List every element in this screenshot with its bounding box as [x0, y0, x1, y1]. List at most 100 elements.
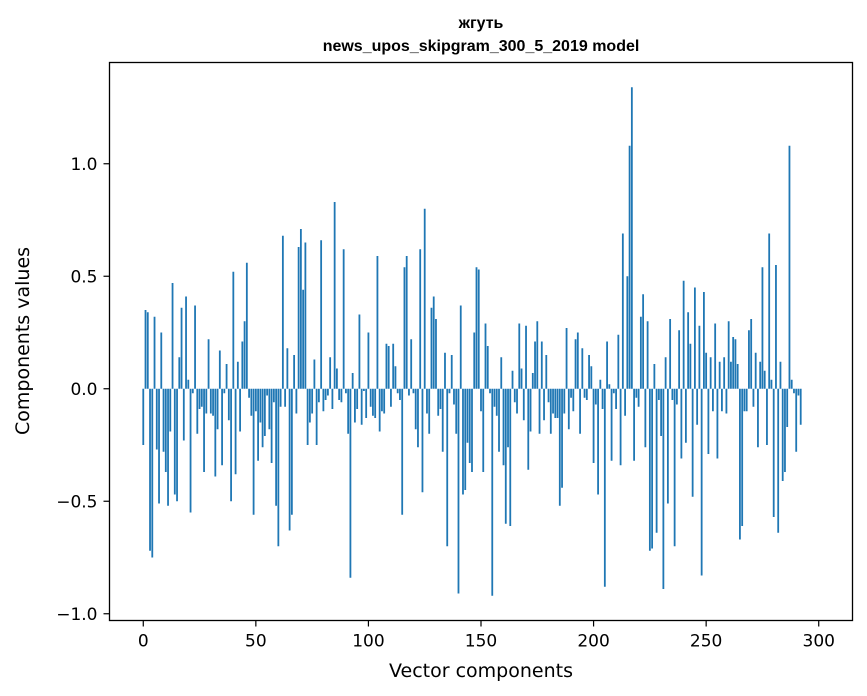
bar-86: [336, 368, 338, 389]
bar-96: [358, 314, 361, 389]
bar-37: [225, 364, 228, 389]
bar-65: [288, 388, 291, 531]
bar-74: [308, 388, 311, 423]
bar-186: [561, 388, 563, 488]
bar-29: [207, 339, 210, 389]
bar-249: [703, 292, 705, 389]
bar-167: [518, 323, 521, 389]
bar-114: [399, 388, 401, 400]
bar-222: [642, 294, 645, 389]
bar-80: [322, 388, 325, 412]
bar-115: [401, 388, 404, 515]
bar-215: [626, 276, 629, 389]
x-tick-label: 100: [352, 632, 384, 652]
bar-87: [338, 388, 341, 400]
bar-284: [781, 388, 784, 481]
bar-196: [583, 388, 586, 398]
chart-title: жгуть: [458, 15, 504, 32]
bar-66: [290, 388, 293, 515]
bar-264: [736, 364, 739, 389]
y-axis-label: Components values: [12, 247, 34, 435]
bar-129: [432, 296, 435, 389]
bar-119: [410, 339, 413, 389]
bar-214: [624, 388, 626, 416]
bar-90: [345, 388, 347, 394]
bar-267: [743, 388, 746, 412]
bar-156: [493, 388, 496, 407]
bar-257: [721, 388, 723, 412]
bar-290: [795, 388, 798, 452]
bar-126: [426, 388, 428, 414]
bar-179: [545, 355, 548, 389]
bar-79: [320, 240, 323, 389]
bar-189: [567, 388, 570, 430]
bar-200: [592, 388, 595, 463]
bar-4: [151, 388, 154, 558]
bar-253: [712, 388, 714, 412]
bar-67: [293, 355, 296, 389]
bar-33: [216, 388, 219, 430]
y-tick-label: 0.0: [70, 380, 97, 400]
bar-244: [691, 388, 694, 497]
bar-207: [608, 384, 611, 389]
bar-23: [194, 305, 196, 389]
bar-188: [565, 328, 568, 389]
bar-192: [574, 339, 577, 389]
bar-50: [254, 388, 257, 412]
bar-162: [507, 388, 509, 448]
bar-89: [342, 249, 345, 389]
bar-12: [169, 388, 172, 432]
bar-48: [250, 388, 253, 416]
bar-268: [745, 388, 748, 412]
bar-272: [754, 352, 757, 389]
bar-64: [286, 348, 289, 389]
bar-55: [266, 388, 269, 396]
bar-107: [383, 388, 386, 414]
bar-218: [633, 388, 635, 461]
bar-41: [234, 388, 237, 475]
bar-262: [732, 337, 735, 389]
bar-202: [597, 388, 599, 495]
bar-219: [635, 388, 638, 398]
x-tick-label: 150: [465, 632, 497, 652]
bar-27: [203, 388, 205, 472]
bar-100: [367, 332, 370, 389]
bar-233: [666, 388, 669, 504]
bar-0: [142, 388, 145, 445]
bar-105: [378, 388, 381, 432]
bar-187: [563, 388, 566, 414]
bar-292: [799, 388, 802, 425]
bar-134: [444, 352, 446, 389]
bar-258: [723, 357, 726, 389]
bar-172: [529, 388, 532, 432]
bar-99: [365, 388, 368, 418]
bar-24: [196, 388, 199, 434]
bar-63: [284, 388, 287, 407]
bar-154: [489, 388, 491, 394]
bar-2: [146, 312, 149, 389]
bar-52: [259, 388, 262, 423]
bar-54: [263, 388, 266, 436]
bar-140: [457, 388, 460, 594]
bar-3: [149, 388, 151, 551]
bar-125: [423, 208, 426, 389]
bar-217: [630, 87, 633, 389]
bar-164: [511, 370, 514, 389]
bar-159: [500, 357, 503, 389]
bar-17: [180, 307, 183, 389]
bar-209: [612, 388, 615, 394]
bar-22: [191, 388, 194, 394]
bar-108: [385, 343, 388, 389]
bar-132: [439, 388, 442, 409]
bar-182: [552, 388, 554, 414]
bar-280: [772, 388, 775, 517]
bar-228: [655, 388, 658, 533]
bar-252: [709, 357, 712, 389]
bar-137: [450, 355, 453, 389]
bar-10: [164, 388, 167, 472]
bar-250: [705, 352, 708, 389]
bar-271: [752, 388, 755, 407]
bar-59: [275, 388, 278, 506]
bar-236: [673, 388, 676, 547]
bar-145: [468, 388, 471, 463]
